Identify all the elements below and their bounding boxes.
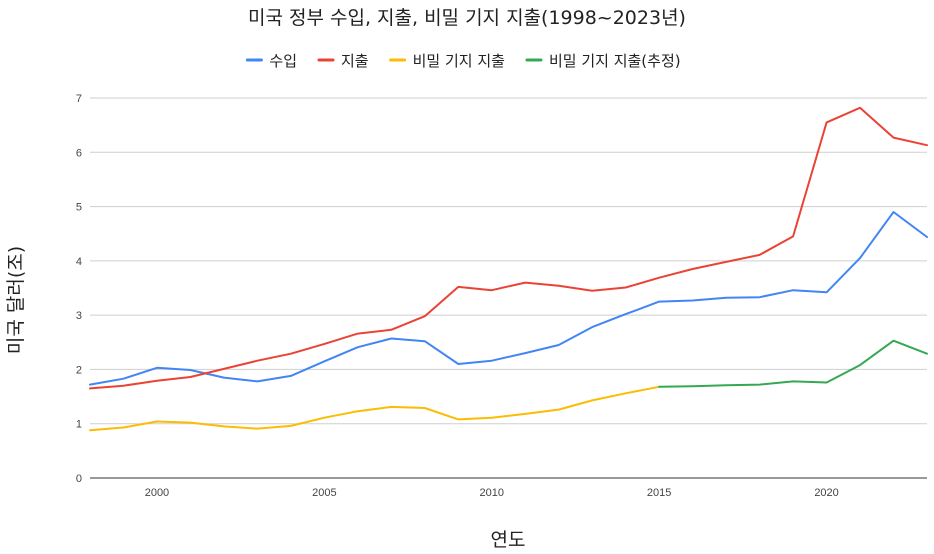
legend-label: 비밀 기지 지출(추정) (549, 52, 681, 70)
series-line-3 (658, 339, 928, 388)
legend-label: 비밀 기지 지출 (413, 52, 505, 70)
legend-item: 비밀 기지 지출(추정) (525, 52, 681, 70)
x-axis-ticks: 2000 2005 2010 2015 2020 (145, 487, 839, 499)
x-tick-label: 2010 (480, 487, 504, 499)
y-tick-label: 2 (76, 364, 82, 376)
y-axis-title: 미국 달러(조) (5, 246, 27, 354)
series-lines (89, 106, 928, 432)
legend-label: 지출 (341, 52, 369, 70)
legend: 수입 지출 비밀 기지 지출 비밀 기지 지출(추정) (245, 52, 681, 70)
y-tick-label: 5 (76, 202, 82, 214)
series-line-1 (89, 106, 928, 390)
legend-item: 지출 (317, 52, 369, 70)
x-tick-label: 2005 (312, 487, 336, 499)
y-tick-label: 1 (76, 419, 82, 431)
series-line-2 (89, 385, 661, 432)
x-axis-title: 연도 (491, 529, 526, 551)
x-tick-label: 2015 (647, 487, 671, 499)
y-tick-label: 4 (76, 256, 82, 268)
y-tick-label: 7 (76, 93, 82, 105)
series-line-0 (89, 211, 928, 386)
y-axis-ticks: 0 1 2 3 4 5 6 7 (76, 93, 82, 485)
x-tick-label: 2020 (814, 487, 838, 499)
chart-title: 미국 정부 수입, 지출, 비밀 기지 지출(1998~2023년) (248, 7, 686, 29)
y-tick-label: 0 (76, 473, 82, 485)
x-tick-label: 2000 (145, 487, 169, 499)
y-tick-label: 3 (76, 310, 82, 322)
y-tick-label: 6 (76, 147, 82, 159)
grid-lines (90, 97, 927, 425)
legend-item: 수입 (245, 52, 297, 70)
legend-label: 수입 (269, 52, 297, 70)
legend-item: 비밀 기지 지출 (389, 52, 505, 70)
